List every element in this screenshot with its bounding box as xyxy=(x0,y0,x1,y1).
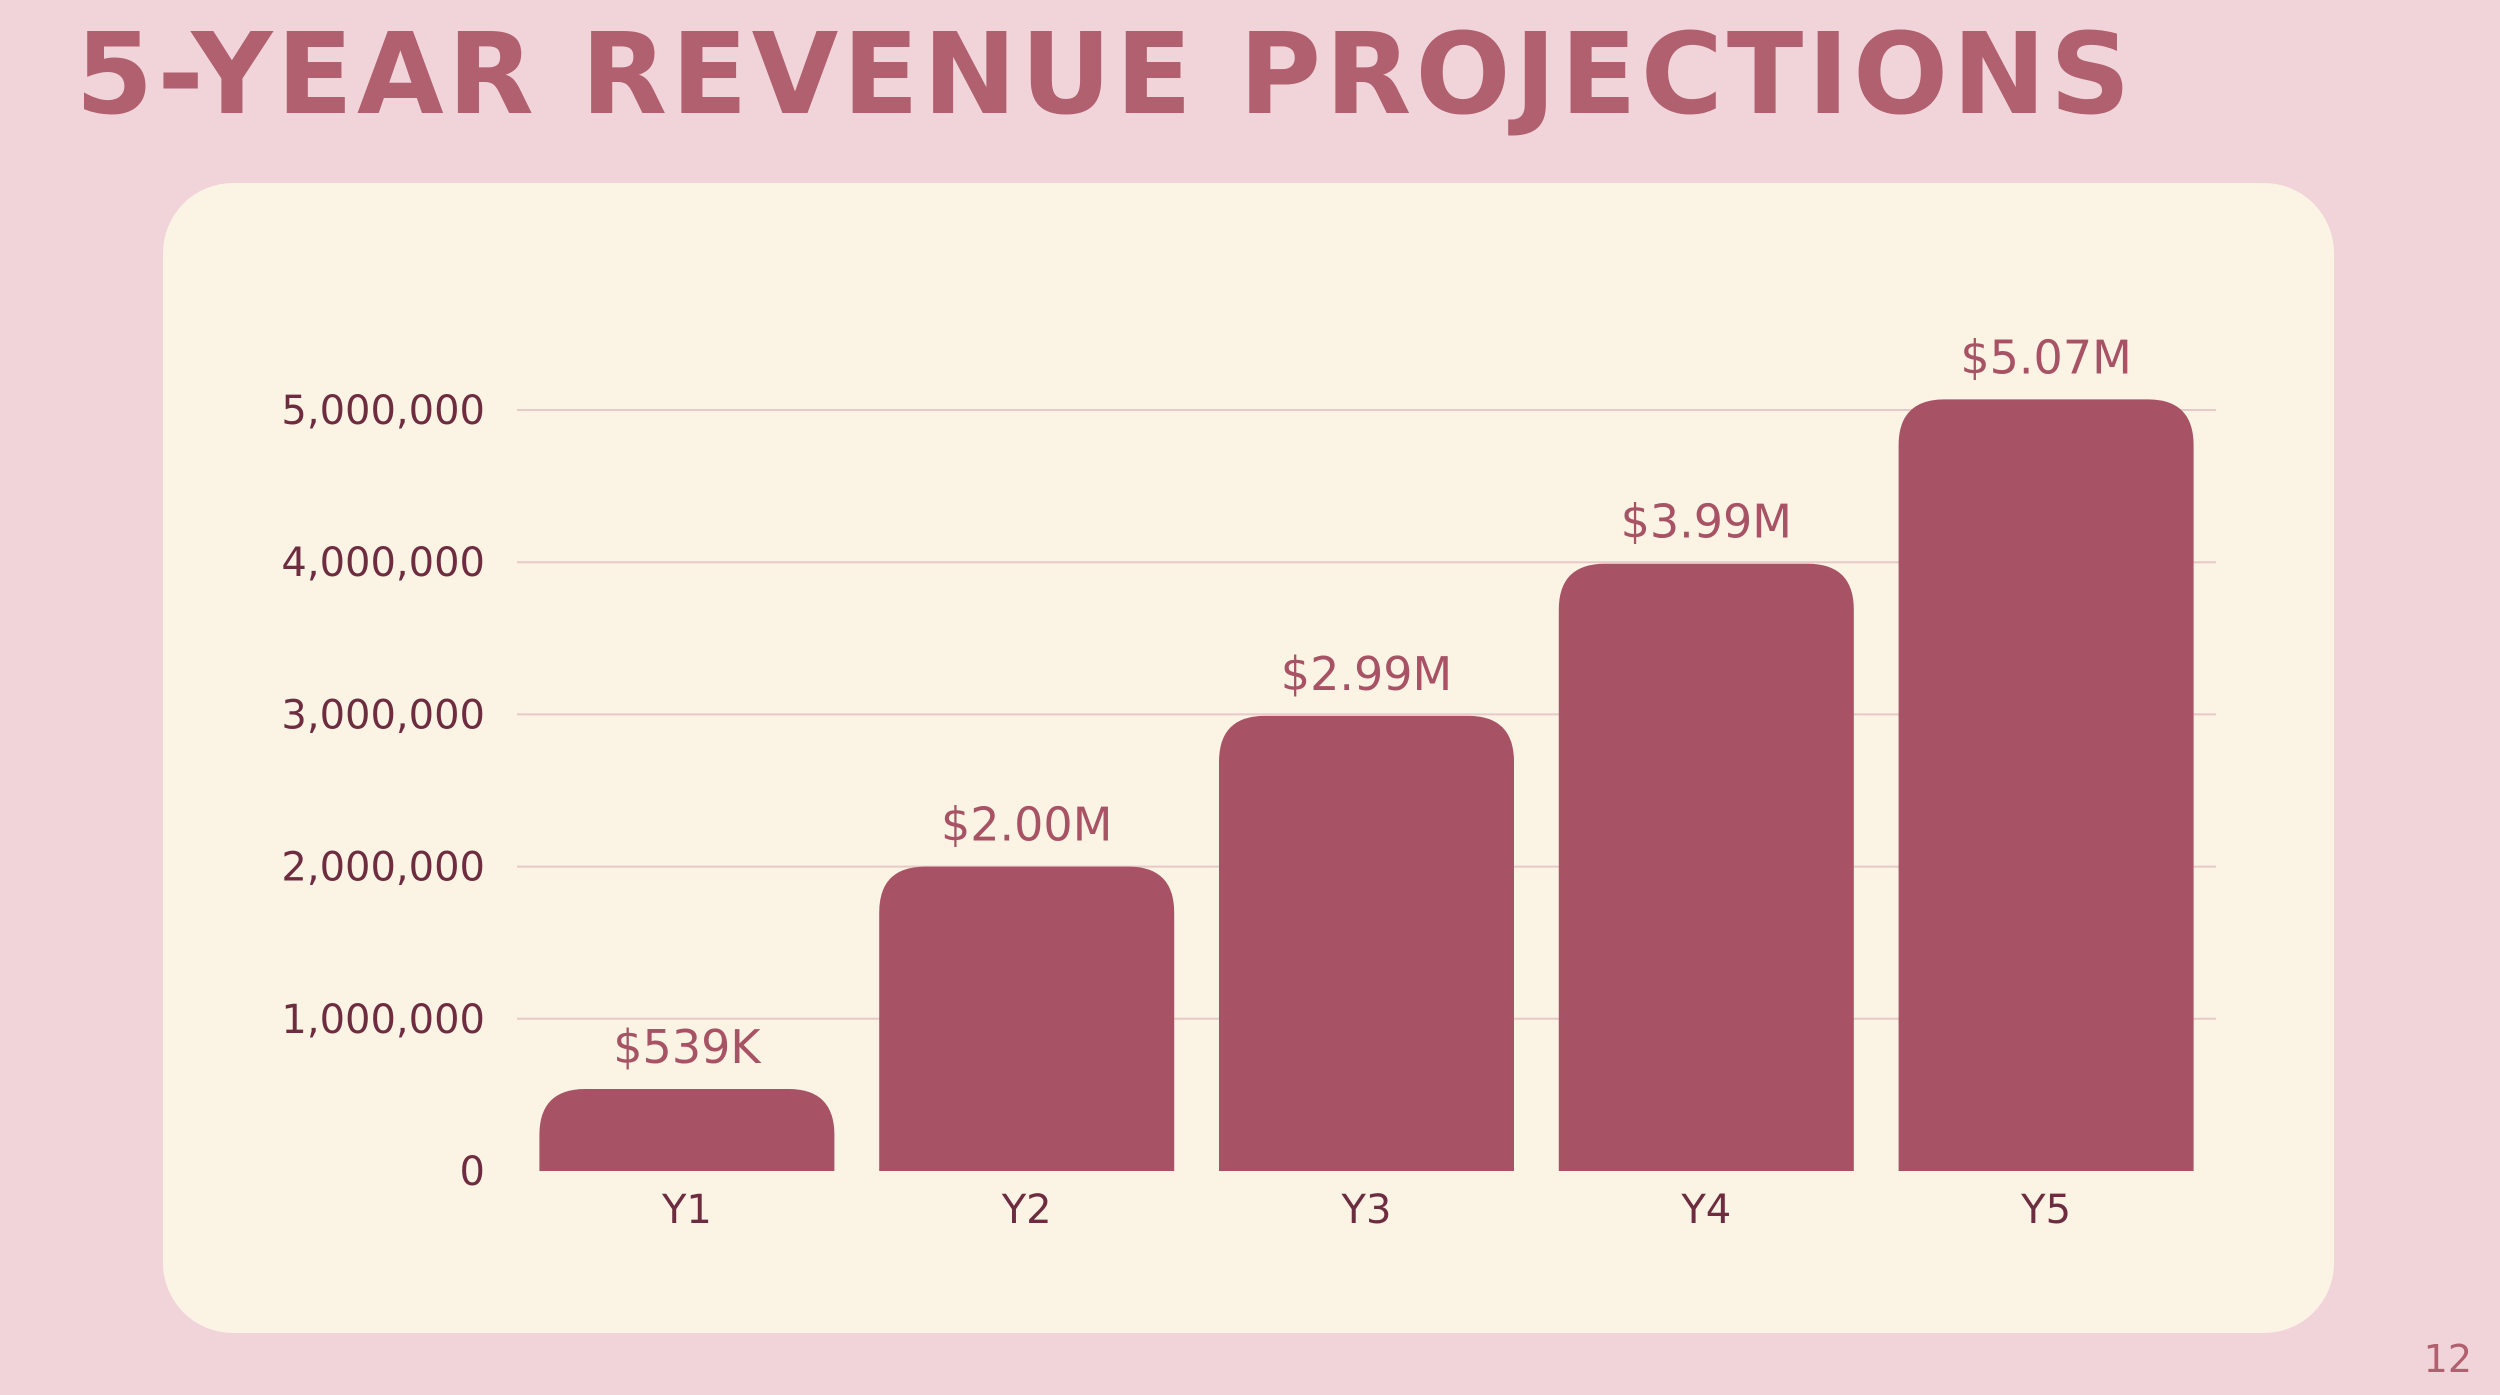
bar-y4 xyxy=(1558,563,1854,1171)
revenue-bar-chart: 0 1,000,000 2,000,000 3,000,000 4,000,000 5,0… xyxy=(281,330,2216,1233)
x-tick-label: Y1 xyxy=(661,1187,712,1233)
x-tick-label: Y5 xyxy=(2020,1187,2071,1233)
y-tick-label: 0 xyxy=(460,1149,485,1195)
data-label-y3: $2.99M xyxy=(1281,647,1452,701)
y-tick-label: 1,000,000 xyxy=(281,997,485,1043)
chart-card: 0 1,000,000 2,000,000 3,000,000 4,000,000 5,0… xyxy=(163,183,2334,1333)
data-label-y2: $2.00M xyxy=(941,798,1112,852)
x-axis-ticks: Y1 Y2 Y3 Y4 Y5 xyxy=(661,1187,2071,1233)
bar-y1 xyxy=(539,1088,835,1171)
y-tick-label: 5,000,000 xyxy=(281,388,485,434)
x-tick-label: Y2 xyxy=(1001,1187,1052,1233)
bar-y5 xyxy=(1898,399,2194,1171)
bar-y2 xyxy=(879,866,1175,1171)
slide-title: 5-Year Revenue Projections xyxy=(75,10,2135,140)
bar-y3 xyxy=(1219,715,1514,1171)
x-tick-label: Y3 xyxy=(1341,1187,1392,1233)
bars xyxy=(539,399,2194,1171)
data-label-y1: $539K xyxy=(613,1020,762,1074)
data-labels: $539K $2.00M $2.99M $3.99M $5.07M xyxy=(613,330,2132,1074)
y-tick-label: 4,000,000 xyxy=(281,540,485,586)
page-number: 12 xyxy=(2423,1337,2472,1381)
y-axis-ticks: 0 1,000,000 2,000,000 3,000,000 4,000,000 5,0… xyxy=(281,388,485,1195)
y-tick-label: 3,000,000 xyxy=(281,692,485,738)
y-tick-label: 2,000,000 xyxy=(281,845,485,891)
data-label-y4: $3.99M xyxy=(1621,495,1792,549)
x-tick-label: Y4 xyxy=(1680,1187,1731,1233)
data-label-y5: $5.07M xyxy=(1960,330,2131,384)
